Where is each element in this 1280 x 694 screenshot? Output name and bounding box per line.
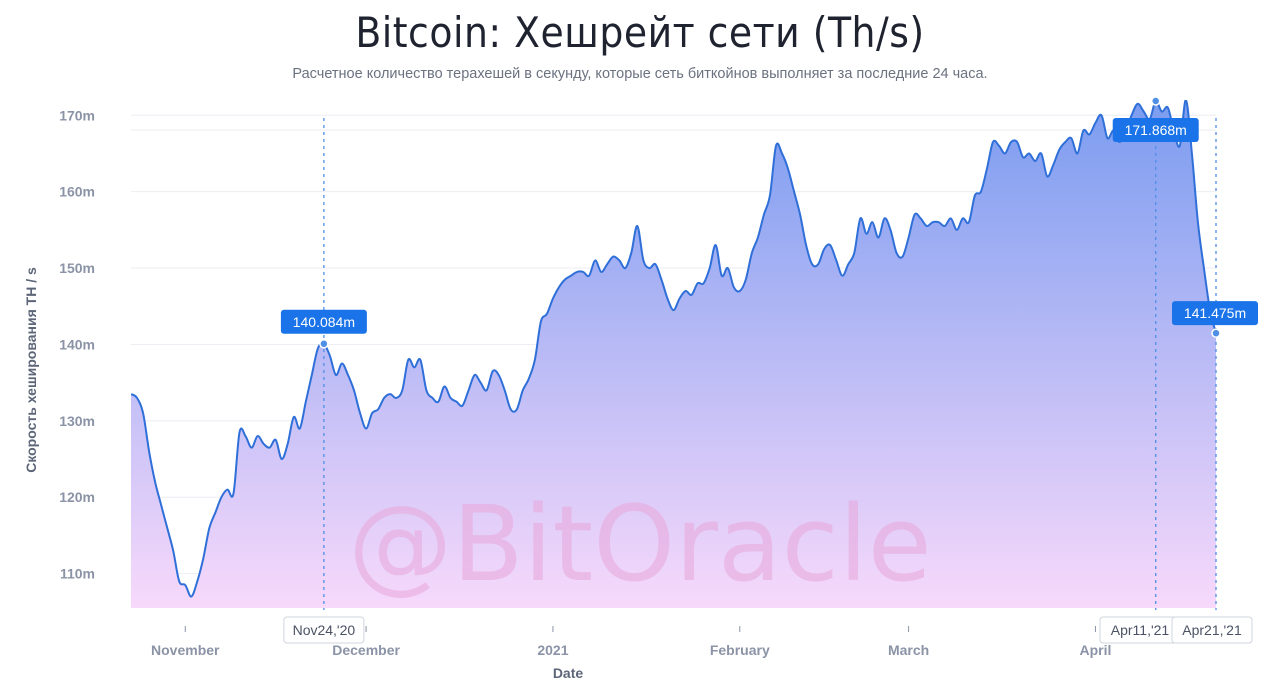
y-tick-label: 160m: [59, 184, 95, 200]
annotations: 140.084m Nov24,'20 171.868m Apr11,'21 141.47…: [280, 96, 1258, 644]
x-tick-label: April: [1079, 642, 1111, 658]
date-callout: [1171, 616, 1253, 644]
date-callout: [283, 616, 365, 644]
y-axis: 110m 120m 130m 140m 150m 160m 170m: [59, 107, 95, 581]
value-callout: [1112, 118, 1199, 142]
date-callout-label: Apr11,'21: [1111, 622, 1170, 638]
y-axis-title: Скорость хеширования TH / s: [23, 267, 39, 473]
value-callout-label: 141.475m: [1184, 305, 1246, 321]
value-callout: [280, 309, 367, 334]
hashrate-line: [131, 100, 1216, 598]
y-tick-label: 120m: [59, 489, 95, 505]
y-tick-label: 150m: [59, 260, 95, 276]
y-tick-label: 110m: [60, 566, 95, 582]
data-point-marker: [1211, 328, 1221, 338]
value-callout-label: 140.084m: [293, 314, 355, 330]
data-point-marker: [1150, 96, 1161, 106]
x-tick-label: November: [151, 642, 220, 658]
x-tick-label: March: [888, 642, 929, 658]
x-tick-label: December: [332, 642, 400, 658]
y-tick-label: 130m: [59, 413, 95, 429]
value-callout-label: 171.868m: [1125, 122, 1187, 138]
x-tick-label: February: [710, 642, 770, 658]
y-tick-label: 170m: [59, 107, 95, 123]
chart-subtitle: Расчетное количество терахешей в секунду…: [292, 66, 988, 82]
date-callout-label: Nov24,'20: [293, 622, 356, 638]
area-series: [131, 100, 1216, 608]
data-point-marker: [319, 339, 329, 349]
value-callout: [1172, 301, 1258, 326]
x-tick-label: 2021: [537, 642, 568, 658]
date-callout-label: Apr21,'21: [1182, 622, 1242, 638]
x-axis-title: Date: [553, 665, 584, 681]
chart-title: Bitcoin: Хешрейт сети (Th/s): [355, 8, 925, 57]
x-axis: November December 2021 February March April: [151, 626, 1111, 658]
y-tick-label: 140m: [59, 336, 95, 352]
watermark: @BitOracle: [348, 483, 931, 605]
